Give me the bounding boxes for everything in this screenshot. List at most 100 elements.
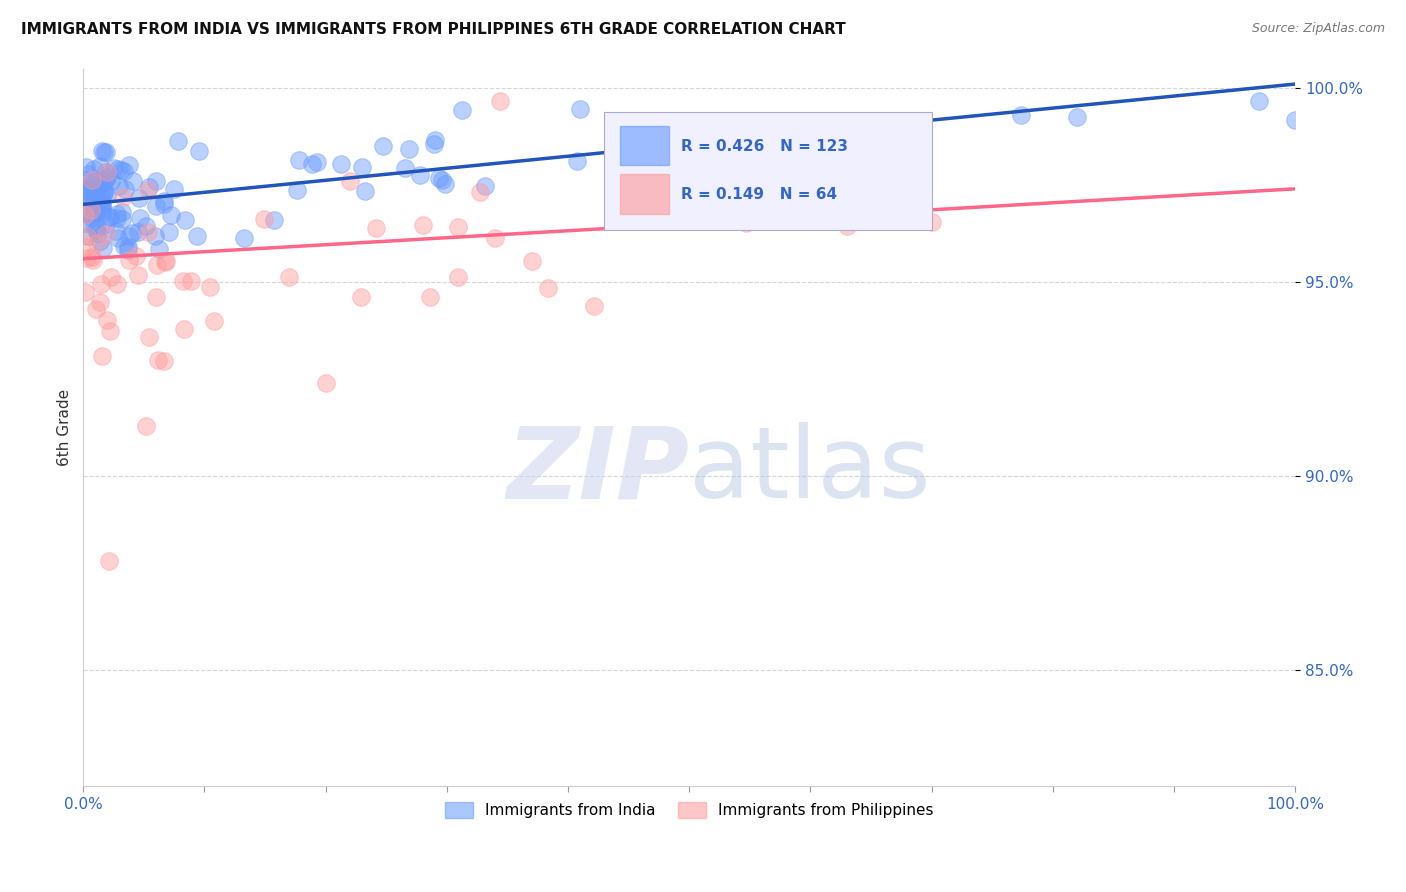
Point: [90, 188, 112, 202]
Point: [153, 194, 176, 209]
Point: [127, 268, 149, 282]
Point: [96, 165, 118, 179]
Point: [520, 254, 543, 268]
Point: [83, 218, 105, 232]
Point: [146, 352, 169, 367]
Point: [75, 161, 97, 175]
Point: [84, 205, 107, 219]
Point: [138, 330, 160, 344]
Point: [89, 159, 111, 173]
Point: [198, 280, 221, 294]
Point: [93, 177, 115, 191]
Point: [114, 182, 136, 196]
Point: [373, 139, 395, 153]
Point: [172, 274, 194, 288]
Point: [350, 290, 373, 304]
Point: [79, 211, 101, 225]
Point: [136, 183, 159, 197]
Point: [111, 205, 134, 219]
Point: [93, 145, 115, 159]
Point: [432, 173, 454, 187]
Point: [87, 226, 110, 240]
Point: [100, 210, 122, 224]
Point: [94, 217, 117, 231]
Point: [278, 270, 301, 285]
Point: [118, 228, 141, 243]
Point: [128, 191, 150, 205]
Point: [89, 173, 111, 187]
Point: [82, 252, 104, 267]
Point: [75, 208, 97, 222]
Point: [117, 240, 139, 254]
Point: [75, 205, 97, 219]
Point: [76, 183, 98, 197]
Point: [339, 173, 361, 187]
Point: [145, 198, 167, 212]
Point: [301, 157, 323, 171]
Point: [83, 182, 105, 196]
Point: [856, 119, 879, 133]
Point: [76, 251, 98, 265]
Point: [146, 258, 169, 272]
Point: [263, 213, 285, 227]
Point: [434, 177, 457, 191]
Point: [83, 162, 105, 177]
Point: [105, 211, 128, 225]
Point: [90, 277, 112, 292]
Point: [73, 285, 96, 300]
Text: IMMIGRANTS FROM INDIA VS IMMIGRANTS FROM PHILIPPINES 6TH GRADE CORRELATION CHART: IMMIGRANTS FROM INDIA VS IMMIGRANTS FROM…: [21, 22, 846, 37]
Point: [97, 554, 120, 568]
Point: [202, 314, 225, 328]
Point: [153, 196, 176, 211]
Point: [305, 155, 328, 169]
Point: [1010, 108, 1032, 122]
Point: [364, 220, 387, 235]
Text: R = 0.149   N = 64: R = 0.149 N = 64: [681, 186, 837, 202]
Point: [398, 142, 420, 156]
Point: [124, 249, 146, 263]
Point: [107, 161, 129, 176]
Point: [145, 290, 167, 304]
Point: [148, 243, 170, 257]
Point: [93, 183, 115, 197]
Point: [1284, 113, 1306, 128]
Point: [83, 192, 105, 206]
Point: [129, 211, 152, 225]
Point: [79, 207, 101, 221]
Point: [187, 145, 209, 159]
Point: [166, 135, 188, 149]
Point: [108, 179, 131, 194]
Point: [470, 186, 492, 200]
Point: [186, 229, 208, 244]
Point: [127, 225, 149, 239]
Point: [100, 174, 122, 188]
Point: [91, 195, 114, 210]
Point: [96, 312, 118, 326]
Point: [155, 253, 177, 268]
Point: [429, 171, 451, 186]
Point: [173, 213, 195, 227]
Point: [76, 167, 98, 181]
Point: [91, 202, 114, 216]
Point: [567, 154, 589, 169]
Point: [100, 269, 122, 284]
Point: [117, 243, 139, 257]
Point: [75, 188, 97, 202]
Point: [1247, 94, 1270, 108]
Point: [419, 290, 441, 304]
Point: [90, 199, 112, 213]
Point: [394, 161, 416, 175]
Point: [138, 180, 160, 194]
Point: [921, 215, 943, 229]
Point: [86, 235, 108, 250]
Y-axis label: 6th Grade: 6th Grade: [58, 389, 72, 466]
Point: [145, 174, 167, 188]
Point: [105, 207, 128, 221]
Point: [759, 157, 782, 171]
Point: [82, 179, 104, 194]
Point: [82, 201, 104, 215]
Point: [75, 183, 97, 197]
Point: [350, 161, 373, 175]
Text: Source: ZipAtlas.com: Source: ZipAtlas.com: [1251, 22, 1385, 36]
Point: [96, 227, 118, 241]
